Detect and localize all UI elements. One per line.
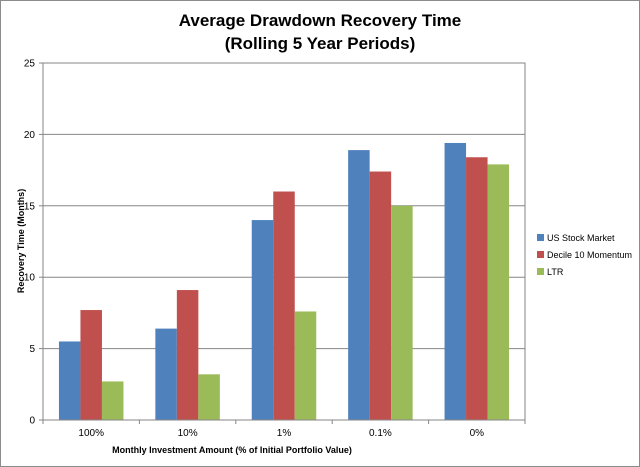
bar bbox=[155, 328, 177, 420]
x-tick-label: 100% bbox=[78, 428, 104, 439]
x-axis-ticks: 100% 10% 1% 0.1% 0% bbox=[42, 420, 526, 439]
bars bbox=[58, 142, 510, 421]
x-tick-label: 1% bbox=[277, 428, 292, 439]
legend-label: Decile 10 Momentum bbox=[547, 250, 632, 260]
x-axis-title: Monthly Investment Amount (% of Initial … bbox=[112, 445, 352, 455]
legend-label: US Stock Market bbox=[547, 233, 615, 243]
x-tick-label: 0% bbox=[470, 428, 485, 439]
bar bbox=[369, 171, 392, 420]
bar bbox=[101, 381, 124, 420]
bar bbox=[80, 310, 102, 420]
y-tick-label: 5 bbox=[29, 344, 35, 355]
y-tick-label: 25 bbox=[24, 59, 36, 70]
bar bbox=[294, 311, 317, 420]
y-tick-label: 10 bbox=[24, 273, 36, 284]
y-axis-ticks: 0 5 10 15 20 25 bbox=[24, 59, 43, 427]
legend-label: LTR bbox=[547, 267, 564, 277]
bar bbox=[391, 205, 413, 420]
legend-swatch bbox=[537, 251, 544, 258]
bar bbox=[466, 157, 488, 421]
x-tick-label: 0.1% bbox=[369, 428, 392, 439]
bar bbox=[198, 374, 220, 420]
y-tick-label: 15 bbox=[24, 201, 36, 212]
legend-swatch bbox=[537, 268, 544, 275]
bar bbox=[444, 142, 467, 420]
legend-swatch bbox=[537, 234, 544, 241]
bar bbox=[348, 150, 370, 420]
bar bbox=[487, 164, 510, 420]
bar bbox=[176, 290, 199, 420]
bar bbox=[251, 220, 274, 420]
y-axis-title: Recovery Time (Months) bbox=[16, 189, 26, 293]
chart-subtitle: (Rolling 5 Year Periods) bbox=[225, 34, 416, 53]
y-tick-label: 0 bbox=[29, 416, 35, 427]
x-tick-label: 10% bbox=[178, 428, 198, 439]
chart-title: Average Drawdown Recovery Time bbox=[179, 11, 462, 30]
bar bbox=[273, 191, 295, 420]
y-tick-label: 20 bbox=[24, 130, 36, 141]
bar bbox=[58, 341, 81, 420]
legend: US Stock Market Decile 10 Momentum LTR bbox=[537, 233, 632, 277]
plot-area bbox=[42, 62, 526, 421]
